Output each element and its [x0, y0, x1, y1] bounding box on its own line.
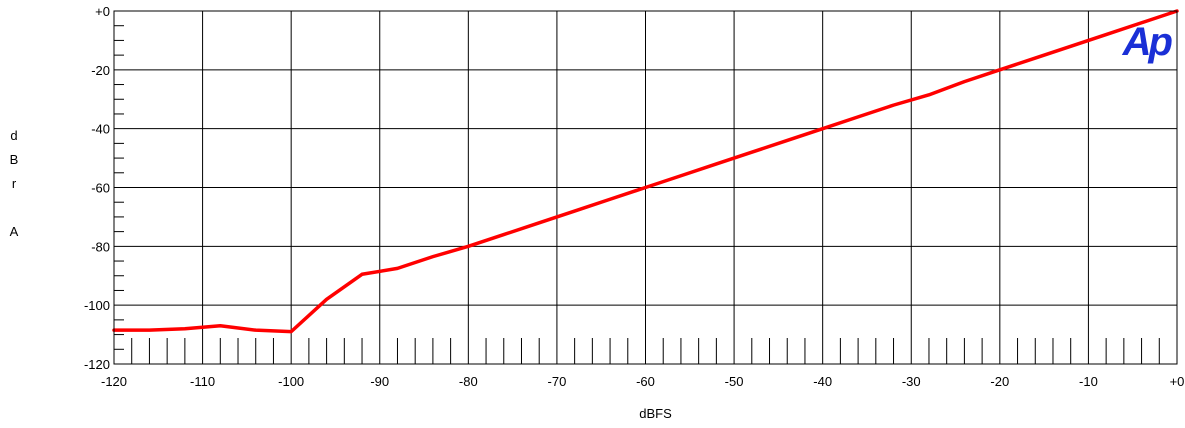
plot-frame: [113, 10, 1178, 365]
x-tick-label: -30: [902, 374, 921, 389]
y-tick-label: +0: [95, 4, 110, 19]
x-tick-label: -10: [1079, 374, 1098, 389]
y-axis-title-char: A: [10, 224, 19, 239]
x-tick-labels: -120 -110 -100 -90 -80 -70 -60 -50 -40 -30 -20 -10 +…: [101, 374, 1184, 389]
y-tick-label: -80: [91, 239, 110, 254]
y-tick-label: -100: [84, 298, 110, 313]
ap-logo-text: Ap: [1122, 20, 1173, 64]
y-axis-title-char: d: [10, 128, 17, 143]
ap-logo: Ap: [1122, 20, 1176, 64]
series-layer: [112, 9, 1179, 334]
y-tick-labels: +0 -20 -40 -60 -80 -100 -120: [84, 4, 110, 372]
series-line-0: [112, 9, 1179, 334]
x-tick-label: -70: [548, 374, 567, 389]
x-tick-label: -50: [725, 374, 744, 389]
y-axis-title-char: B: [10, 152, 19, 167]
x-tick-label: -110: [190, 374, 215, 389]
y-tick-label: -120: [84, 357, 110, 372]
x-tick-label: -80: [459, 374, 478, 389]
minor-ticks-layer: [114, 25, 1160, 364]
x-tick-label: -100: [278, 374, 304, 389]
y-axis-title: dBr A: [10, 128, 19, 239]
x-axis-title: dBFS: [639, 406, 672, 421]
x-tick-label: +0: [1170, 374, 1185, 389]
x-tick-label: -90: [370, 374, 389, 389]
x-tick-label: -20: [990, 374, 1009, 389]
y-tick-label: -40: [91, 122, 110, 137]
y-tick-label: -60: [91, 181, 110, 196]
y-tick-label: -20: [91, 63, 110, 78]
x-tick-label: -40: [813, 374, 832, 389]
y-axis-title-char: r: [12, 176, 17, 191]
x-tick-label: -120: [101, 374, 127, 389]
x-tick-label: -60: [636, 374, 655, 389]
